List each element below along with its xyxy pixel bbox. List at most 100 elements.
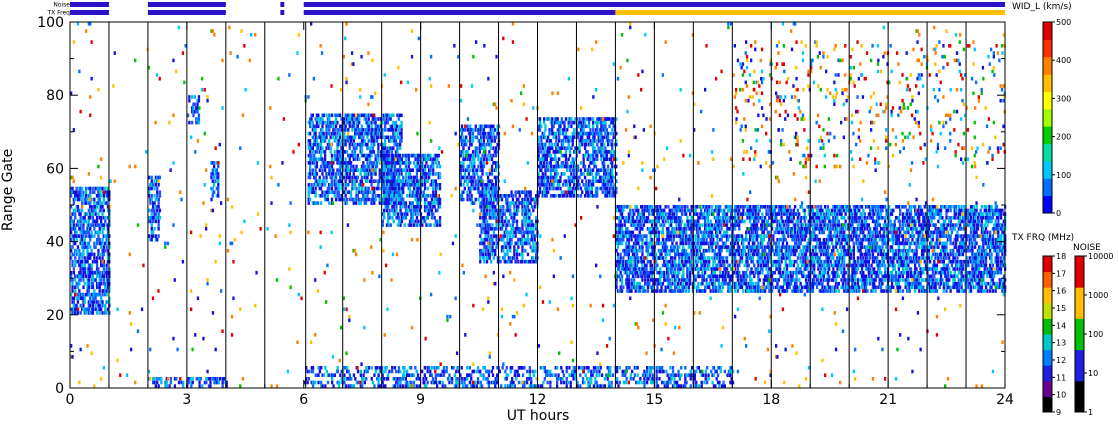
range-gate-cell xyxy=(492,161,495,165)
range-gate-cell xyxy=(370,197,373,202)
range-gate-cell xyxy=(725,248,729,253)
range-gate-cell xyxy=(521,241,524,246)
range-gate-cell xyxy=(533,245,536,249)
range-gate-cell xyxy=(645,248,648,253)
range-gate-cell xyxy=(399,223,402,227)
range-gate-cell xyxy=(358,117,361,121)
range-gate-cell xyxy=(197,113,201,118)
range-gate-cell xyxy=(315,164,319,169)
range-gate-cell xyxy=(421,216,424,220)
range-gate-cell xyxy=(570,164,573,169)
range-gate-cell xyxy=(383,186,386,191)
range-gate-cell xyxy=(491,205,494,209)
range-gate-cell xyxy=(105,201,108,205)
range-gate-cell xyxy=(374,197,377,202)
range-gate-cell xyxy=(732,248,735,253)
range-gate-cell xyxy=(503,256,506,260)
range-gate-cell xyxy=(739,212,742,216)
range-gate-cell xyxy=(704,216,707,220)
range-gate-cell xyxy=(633,278,636,282)
range-gate-cell xyxy=(367,120,370,125)
range-gate-cell xyxy=(716,237,719,242)
range-gate-cell xyxy=(367,186,370,191)
range-gate-cell xyxy=(705,212,708,216)
range-gate-cell xyxy=(704,241,707,246)
range-gate-cell xyxy=(728,216,731,220)
range-gate-cell xyxy=(414,153,417,158)
range-gate-cell xyxy=(71,234,74,238)
range-gate-cell xyxy=(520,241,523,246)
range-gate-cell xyxy=(104,248,107,253)
range-gate-cell xyxy=(520,237,523,242)
range-gate-cell xyxy=(564,183,568,187)
range-gate-cell xyxy=(337,168,340,172)
range-gate-cell xyxy=(87,278,90,282)
range-gate-cell xyxy=(488,208,491,213)
range-gate-cell xyxy=(717,216,720,220)
range-gate-cell xyxy=(471,128,475,132)
range-gate-cell xyxy=(79,278,82,282)
range-gate-cell xyxy=(344,150,347,154)
range-gate-cell xyxy=(425,216,428,220)
range-gate-cell xyxy=(585,124,588,129)
range-gate-cell xyxy=(552,120,555,125)
range-gate-cell xyxy=(307,161,310,165)
range-gate-cell xyxy=(80,263,84,268)
range-gate-cell xyxy=(477,139,480,143)
range-gate-cell xyxy=(589,131,592,136)
range-gate-cell xyxy=(430,216,434,220)
range-gate-cell xyxy=(583,142,587,147)
range-gate-cell xyxy=(328,183,331,187)
range-gate-cell xyxy=(87,300,90,304)
scatter-cells xyxy=(70,22,1007,388)
range-gate-cell xyxy=(86,278,89,282)
range-gate-cell xyxy=(524,230,527,235)
range-gate-cell xyxy=(545,157,548,161)
range-gate-cell xyxy=(640,234,643,238)
range-gate-cell xyxy=(698,289,701,293)
range-gate-cell xyxy=(644,208,647,213)
range-gate-cell xyxy=(571,168,574,172)
range-gate-cell xyxy=(611,120,614,125)
range-gate-cell xyxy=(675,248,678,253)
range-gate-cell xyxy=(325,175,328,180)
range-gate-cell xyxy=(307,197,310,202)
range-gate-cell xyxy=(104,190,107,194)
range-gate-cell xyxy=(597,146,600,150)
range-gate-cell xyxy=(734,205,737,209)
range-gate-cell xyxy=(469,157,472,161)
range-gate-cell xyxy=(616,245,620,249)
range-gate-cell xyxy=(641,263,644,268)
range-gate-cell xyxy=(515,212,519,216)
range-gate-cell xyxy=(86,212,89,216)
range-gate-cell xyxy=(407,161,410,165)
range-gate-cell xyxy=(311,168,314,172)
range-gate-cell xyxy=(590,186,593,191)
range-gate-cell xyxy=(659,267,662,271)
range-gate-cell xyxy=(106,223,110,227)
range-gate-cell xyxy=(422,153,425,158)
range-gate-cell xyxy=(429,194,432,198)
range-gate-cell xyxy=(471,139,475,143)
range-gate-cell xyxy=(72,227,75,231)
range-gate-cell xyxy=(596,179,599,183)
range-gate-cell xyxy=(106,234,110,238)
range-gate-cell xyxy=(612,194,615,198)
range-gate-cell xyxy=(593,194,596,198)
range-gate-cell xyxy=(717,223,720,227)
range-gate-cell xyxy=(430,183,434,187)
range-gate-cell xyxy=(399,131,402,136)
range-gate-cell xyxy=(150,237,153,242)
range-gate-cell xyxy=(364,168,368,172)
range-gate-cell xyxy=(385,164,389,169)
range-gate-cell xyxy=(315,117,319,121)
range-gate-cell xyxy=(664,245,667,249)
range-gate-cell xyxy=(462,139,465,143)
range-gate-cell xyxy=(646,270,650,275)
range-gate-cell xyxy=(318,131,321,136)
range-gate-cell xyxy=(588,183,591,187)
range-gate-cell xyxy=(661,212,665,216)
range-gate-cell xyxy=(725,267,729,271)
range-gate-cell xyxy=(100,274,103,279)
range-gate-cell xyxy=(79,237,82,242)
